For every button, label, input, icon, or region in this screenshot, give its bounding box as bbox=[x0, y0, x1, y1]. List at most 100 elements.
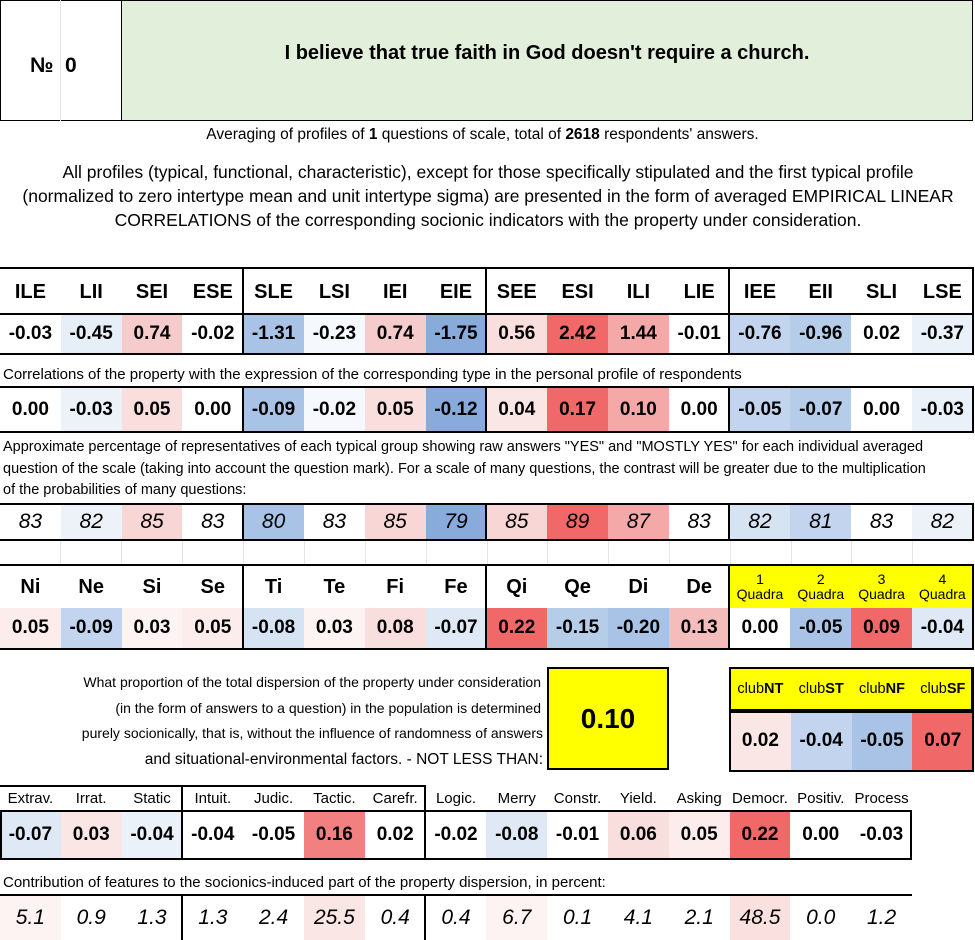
trait-label-4: Judic. bbox=[253, 789, 294, 807]
type-normalized-value-11: -0.01 bbox=[668, 315, 730, 353]
function-value-3: 0.05 bbox=[182, 608, 244, 648]
type-percentage-value-9: 89 bbox=[547, 505, 608, 539]
function-label-3: Se bbox=[200, 575, 226, 598]
type-normalized-value-14: 0.02 bbox=[851, 315, 912, 353]
dispersion-line-3: and situational-environmental factors. -… bbox=[144, 750, 543, 768]
trait-value-14: -0.03 bbox=[851, 812, 912, 858]
type-percentage-value-3: 83 bbox=[182, 505, 244, 539]
question-number-value: 0 bbox=[65, 54, 77, 77]
function-label-9: Qe bbox=[564, 575, 591, 598]
trait-contribution-value-4: 2.4 bbox=[243, 896, 304, 940]
type-correlation-value-0: 0.00 bbox=[0, 388, 61, 432]
trait-value-6: 0.02 bbox=[364, 812, 426, 858]
type-correlation-value-4: -0.09 bbox=[243, 388, 304, 432]
type-percentage-value-13: 81 bbox=[790, 505, 852, 539]
club-value-0: 0.02 bbox=[730, 711, 791, 770]
function-value-7: -0.07 bbox=[425, 608, 487, 648]
trait-value-2: -0.04 bbox=[121, 812, 183, 858]
type-correlation-value-10: 0.10 bbox=[607, 388, 669, 432]
type-percentage-value-8: 85 bbox=[486, 505, 548, 539]
trait-contribution-value-9: 0.1 bbox=[547, 896, 608, 940]
trait-label-0: Extrav. bbox=[7, 789, 54, 807]
club-value-1: -0.04 bbox=[790, 711, 852, 770]
contribution-note: Contribution of features to the socionic… bbox=[3, 874, 606, 891]
dispersion-line-1: (in the form of answers to a question) i… bbox=[115, 699, 541, 716]
type-percentage-value-5: 83 bbox=[303, 505, 365, 539]
quadra-label-3: 3 Quadra bbox=[851, 566, 912, 608]
type-correlation-value-8: 0.04 bbox=[486, 388, 548, 432]
type-label-9: ESI bbox=[561, 280, 594, 303]
trait-value-10: 0.06 bbox=[607, 812, 669, 858]
type-correlation-value-2: 0.05 bbox=[121, 388, 183, 432]
dispersion-value: 0.10 bbox=[580, 702, 636, 734]
function-label-6: Fi bbox=[386, 575, 405, 598]
statement-cell: I believe that true faith in God doesn't… bbox=[121, 0, 973, 121]
function-value-1: -0.09 bbox=[60, 608, 122, 648]
trait-contribution-value-2: 1.3 bbox=[121, 896, 183, 940]
trait-label-5: Tactic. bbox=[313, 789, 356, 807]
percentage-note: Approximate percentage of representative… bbox=[3, 439, 926, 498]
trait-contribution-value-0: 5.1 bbox=[0, 896, 61, 940]
trait-value-9: -0.01 bbox=[547, 812, 608, 858]
function-label-10: Di bbox=[628, 575, 649, 598]
trait-value-7: -0.02 bbox=[425, 812, 487, 858]
type-normalized-value-8: 0.56 bbox=[486, 315, 548, 353]
type-percentage-value-15: 82 bbox=[911, 505, 973, 539]
quadra-label-4: 4 Quadra bbox=[911, 566, 973, 608]
trait-value-8: -0.08 bbox=[486, 812, 548, 858]
type-label-14: SLI bbox=[865, 280, 898, 303]
type-label-6: IEI bbox=[382, 280, 408, 303]
type-normalized-value-3: -0.02 bbox=[182, 315, 244, 353]
trait-value-1: 0.03 bbox=[60, 812, 122, 858]
trait-value-4: -0.05 bbox=[243, 812, 304, 858]
type-label-15: LSE bbox=[922, 280, 962, 303]
type-normalized-value-12: -0.76 bbox=[729, 315, 791, 353]
type-correlation-value-1: -0.03 bbox=[60, 388, 122, 432]
trait-label-7: Logic. bbox=[435, 789, 476, 807]
function-value-5: 0.03 bbox=[303, 608, 365, 648]
club-value-2: -0.05 bbox=[851, 711, 913, 770]
type-correlation-value-6: 0.05 bbox=[364, 388, 426, 432]
trait-label-14: Process bbox=[854, 789, 909, 807]
function-label-0: Ni bbox=[20, 575, 41, 598]
type-percentage-value-11: 83 bbox=[668, 505, 730, 539]
function-value-6: 0.08 bbox=[364, 608, 426, 648]
respondents-count: 2618 bbox=[565, 126, 600, 143]
trait-contribution-value-6: 0.4 bbox=[364, 896, 426, 940]
club-label-nt: club NT bbox=[737, 681, 784, 697]
type-correlation-value-3: 0.00 bbox=[182, 388, 244, 432]
quadra-value-0: 0.00 bbox=[729, 608, 791, 648]
function-value-2: 0.03 bbox=[121, 608, 183, 648]
type-normalized-value-2: 0.74 bbox=[121, 315, 183, 353]
trait-value-11: 0.05 bbox=[668, 812, 730, 858]
type-correlation-value-15: -0.03 bbox=[911, 388, 973, 432]
type-correlation-value-13: -0.07 bbox=[790, 388, 852, 432]
dispersion-line-0: What proportion of the total dispersion … bbox=[83, 674, 541, 690]
type-correlation-value-9: 0.17 bbox=[547, 388, 608, 432]
trait-value-13: 0.00 bbox=[790, 812, 852, 858]
type-label-13: EII bbox=[808, 280, 833, 303]
type-percentage-value-6: 85 bbox=[364, 505, 426, 539]
function-value-4: -0.08 bbox=[243, 608, 304, 648]
type-normalized-value-9: 2.42 bbox=[547, 315, 608, 353]
type-label-8: SEE bbox=[496, 280, 537, 303]
function-label-2: Si bbox=[142, 575, 162, 598]
type-normalized-value-1: -0.45 bbox=[60, 315, 122, 353]
type-percentage-value-4: 80 bbox=[243, 505, 304, 539]
type-correlation-value-14: 0.00 bbox=[851, 388, 912, 432]
quadra-label-1: 1 Quadra bbox=[729, 566, 791, 608]
quadra-value-3: -0.04 bbox=[911, 608, 973, 648]
trait-contribution-value-7: 0.4 bbox=[425, 896, 487, 940]
trait-contribution-value-12: 48.5 bbox=[729, 896, 791, 940]
description-text: All profiles (typical, functional, chara… bbox=[22, 162, 954, 230]
trait-contribution-value-1: 0.9 bbox=[60, 896, 122, 940]
type-correlation-value-5: -0.02 bbox=[303, 388, 365, 432]
trait-contribution-value-10: 4.1 bbox=[607, 896, 669, 940]
trait-label-1: Irrat. bbox=[75, 789, 107, 807]
trait-contribution-value-3: 1.3 bbox=[182, 896, 244, 940]
type-label-0: ILE bbox=[14, 280, 46, 303]
trait-label-6: Carefr. bbox=[372, 789, 418, 807]
trait-label-13: Positiv. bbox=[797, 789, 845, 807]
correlation-note: Correlations of the property with the ex… bbox=[3, 366, 742, 383]
type-correlation-value-11: 0.00 bbox=[668, 388, 730, 432]
